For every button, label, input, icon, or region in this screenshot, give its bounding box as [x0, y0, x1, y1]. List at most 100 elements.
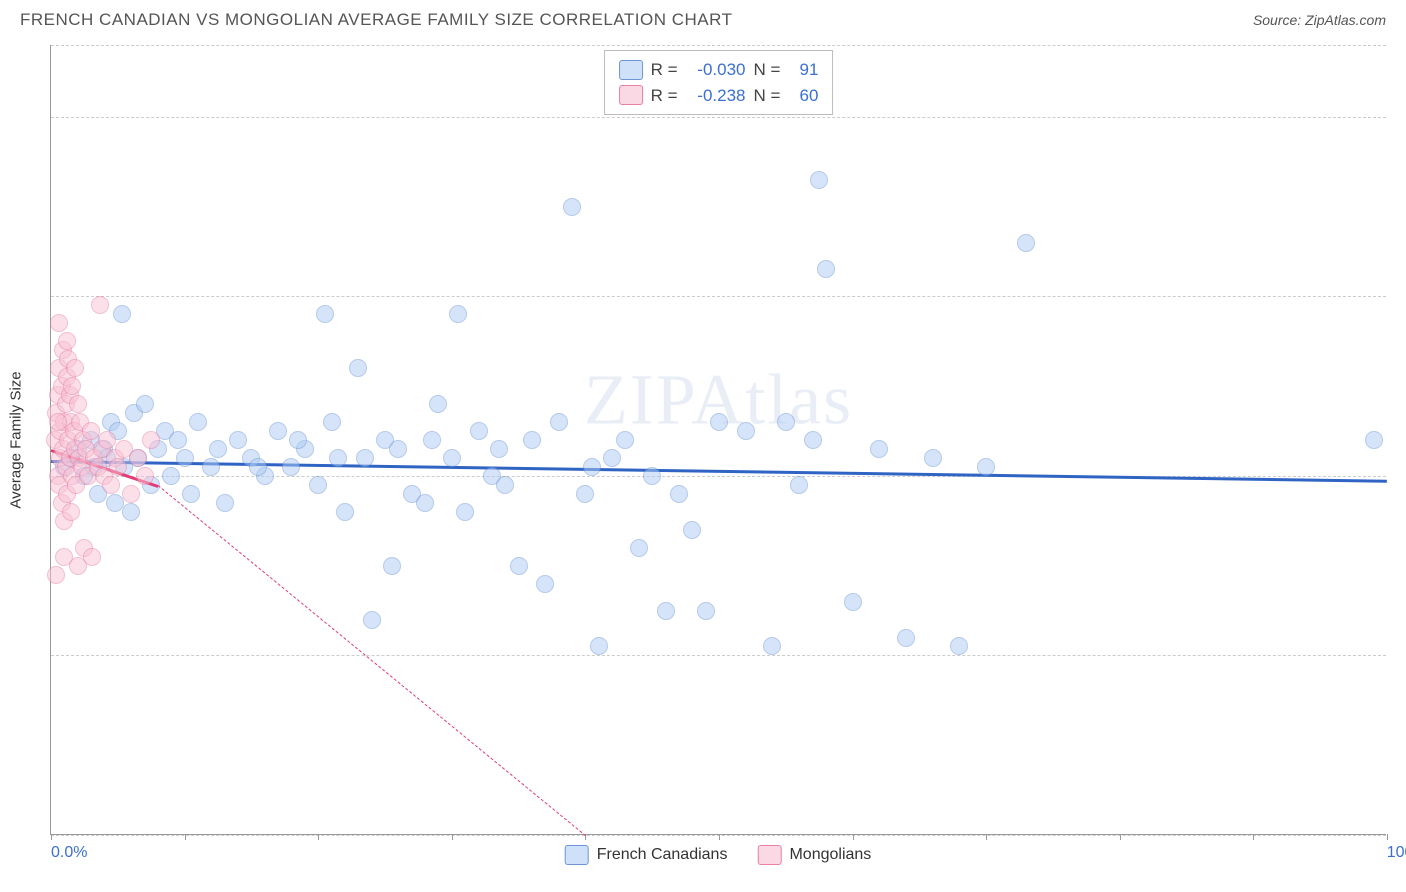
data-point: [55, 548, 73, 566]
gridline: [51, 45, 1386, 46]
data-point: [316, 305, 334, 323]
data-point: [122, 485, 140, 503]
swatch-icon: [757, 845, 781, 865]
data-point: [136, 467, 154, 485]
data-point: [643, 467, 661, 485]
data-point: [66, 359, 84, 377]
trend-line: [158, 485, 586, 836]
data-point: [590, 637, 608, 655]
data-point: [550, 413, 568, 431]
data-point: [683, 521, 701, 539]
legend: French Canadians Mongolians: [565, 845, 872, 865]
data-point: [282, 458, 300, 476]
data-point: [91, 296, 109, 314]
gridline: [51, 655, 1386, 656]
stats-row: R = -0.238 N = 60: [619, 83, 819, 109]
legend-label: Mongolians: [789, 846, 871, 864]
data-point: [136, 395, 154, 413]
data-point: [1017, 234, 1035, 252]
data-point: [216, 494, 234, 512]
data-point: [98, 431, 116, 449]
data-point: [423, 431, 441, 449]
data-point: [329, 449, 347, 467]
data-point: [924, 449, 942, 467]
data-point: [142, 431, 160, 449]
data-point: [737, 422, 755, 440]
data-point: [523, 431, 541, 449]
x-tick: [986, 834, 987, 840]
data-point: [169, 431, 187, 449]
data-point: [129, 449, 147, 467]
data-point: [977, 458, 995, 476]
data-point: [202, 458, 220, 476]
data-point: [189, 413, 207, 431]
x-tick: [1120, 834, 1121, 840]
data-point: [576, 485, 594, 503]
gridline: [51, 117, 1386, 118]
data-point: [122, 503, 140, 521]
data-point: [109, 458, 127, 476]
data-point: [670, 485, 688, 503]
data-point: [710, 413, 728, 431]
data-point: [657, 602, 675, 620]
data-point: [182, 485, 200, 503]
data-point: [870, 440, 888, 458]
data-point: [102, 476, 120, 494]
data-point: [289, 431, 307, 449]
data-point: [456, 503, 474, 521]
x-tick: [318, 834, 319, 840]
data-point: [583, 458, 601, 476]
chart-title: FRENCH CANADIAN VS MONGOLIAN AVERAGE FAM…: [20, 10, 733, 30]
data-point: [356, 449, 374, 467]
source-label: Source: ZipAtlas.com: [1253, 12, 1386, 28]
data-point: [790, 476, 808, 494]
data-point: [363, 611, 381, 629]
data-point: [603, 449, 621, 467]
stat-n-label: N =: [754, 57, 781, 83]
data-point: [176, 449, 194, 467]
data-point: [47, 566, 65, 584]
stat-r-label: R =: [651, 83, 678, 109]
data-point: [817, 260, 835, 278]
legend-item: Mongolians: [757, 845, 871, 865]
stat-r-value: -0.238: [686, 83, 746, 109]
data-point: [323, 413, 341, 431]
data-point: [162, 467, 180, 485]
stats-row: R = -0.030 N = 91: [619, 57, 819, 83]
data-point: [630, 539, 648, 557]
data-point: [844, 593, 862, 611]
data-point: [209, 440, 227, 458]
data-point: [697, 602, 715, 620]
x-tick: [185, 834, 186, 840]
legend-label: French Canadians: [597, 846, 728, 864]
data-point: [62, 503, 80, 521]
data-point: [249, 458, 267, 476]
swatch-icon: [619, 60, 643, 80]
x-tick: [452, 834, 453, 840]
stat-n-value: 91: [788, 57, 818, 83]
data-point: [897, 629, 915, 647]
data-point: [229, 431, 247, 449]
data-point: [383, 557, 401, 575]
data-point: [69, 395, 87, 413]
data-point: [349, 359, 367, 377]
plot-area: ZIPAtlas Average Family Size 0.0% 100.0%…: [50, 45, 1386, 835]
data-point: [563, 198, 581, 216]
data-point: [470, 422, 488, 440]
x-tick: [1253, 834, 1254, 840]
data-point: [804, 431, 822, 449]
x-tick: [51, 834, 52, 840]
data-point: [309, 476, 327, 494]
data-point: [113, 305, 131, 323]
gridline: [51, 296, 1386, 297]
y-axis-label: Average Family Size: [8, 371, 25, 508]
data-point: [763, 637, 781, 655]
data-point: [49, 413, 67, 431]
swatch-icon: [619, 85, 643, 105]
data-point: [777, 413, 795, 431]
x-tick: [853, 834, 854, 840]
data-point: [490, 440, 508, 458]
data-point: [449, 305, 467, 323]
data-point: [50, 314, 68, 332]
data-point: [429, 395, 447, 413]
